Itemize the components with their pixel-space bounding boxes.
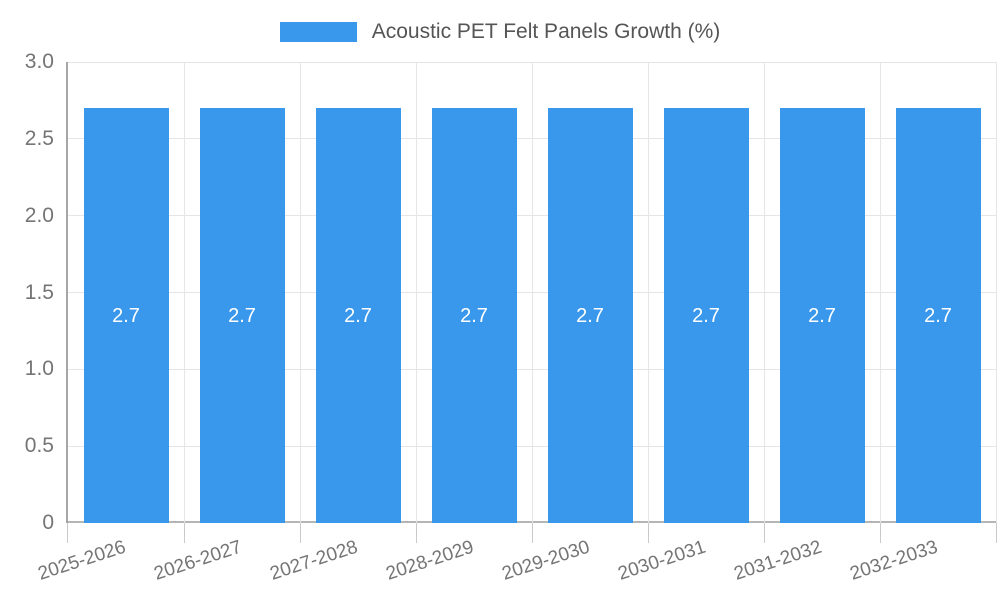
y-axis-label: 1.0 bbox=[24, 357, 54, 381]
bar-value-label: 2.7 bbox=[460, 304, 488, 327]
legend-item[interactable]: Acoustic PET Felt Panels Growth (%) bbox=[0, 14, 1000, 50]
gridline-v bbox=[995, 62, 997, 523]
bar[interactable] bbox=[895, 108, 981, 523]
bar-value-label: 2.7 bbox=[808, 304, 836, 327]
bar[interactable] bbox=[547, 108, 633, 523]
bar-value-label: 2.7 bbox=[112, 304, 140, 327]
axis-tick bbox=[531, 523, 533, 543]
gridline-v bbox=[183, 62, 185, 523]
y-axis-label: 0 bbox=[42, 511, 54, 534]
bar-value-label: 2.7 bbox=[692, 304, 720, 327]
legend-swatch bbox=[279, 22, 357, 42]
bar[interactable] bbox=[431, 108, 517, 523]
axis-tick bbox=[763, 523, 765, 543]
gridline-v bbox=[531, 62, 533, 523]
gridline-v bbox=[763, 62, 765, 523]
axis-tick bbox=[67, 523, 68, 543]
axis-tick bbox=[183, 523, 185, 543]
bar-value-label: 2.7 bbox=[344, 304, 372, 327]
axis-tick bbox=[647, 523, 649, 543]
bar[interactable] bbox=[83, 108, 169, 523]
gridline-v bbox=[647, 62, 649, 523]
x-axis-line bbox=[66, 521, 996, 523]
bar[interactable] bbox=[663, 108, 749, 523]
bar[interactable] bbox=[779, 108, 865, 523]
y-axis-label: 0.5 bbox=[24, 434, 54, 458]
axis-tick bbox=[879, 523, 881, 543]
gridline-v bbox=[879, 62, 881, 523]
bar[interactable] bbox=[315, 108, 401, 523]
gridline-v bbox=[299, 62, 301, 523]
bar-value-label: 2.7 bbox=[228, 304, 256, 327]
bar-value-label: 2.7 bbox=[576, 304, 604, 327]
plot-area: 3.0 2.5 2.0 1.5 1.0 0.5 0 2.7 2025-2026 2.7 2026-2… bbox=[25, 50, 997, 585]
y-axis-label: 3.0 bbox=[24, 50, 54, 73]
axis-tick bbox=[415, 523, 417, 543]
y-axis-label: 2.0 bbox=[24, 203, 54, 227]
y-axis-line bbox=[66, 62, 68, 523]
y-axis-label: 2.5 bbox=[24, 126, 54, 150]
bar[interactable] bbox=[199, 108, 285, 523]
legend-label: Acoustic PET Felt Panels Growth (%) bbox=[371, 20, 721, 43]
axis-tick bbox=[995, 523, 997, 543]
y-axis-label: 1.5 bbox=[24, 280, 54, 304]
axis-tick bbox=[299, 523, 301, 543]
bar-value-label: 2.7 bbox=[924, 304, 952, 327]
gridline-v bbox=[415, 62, 417, 523]
